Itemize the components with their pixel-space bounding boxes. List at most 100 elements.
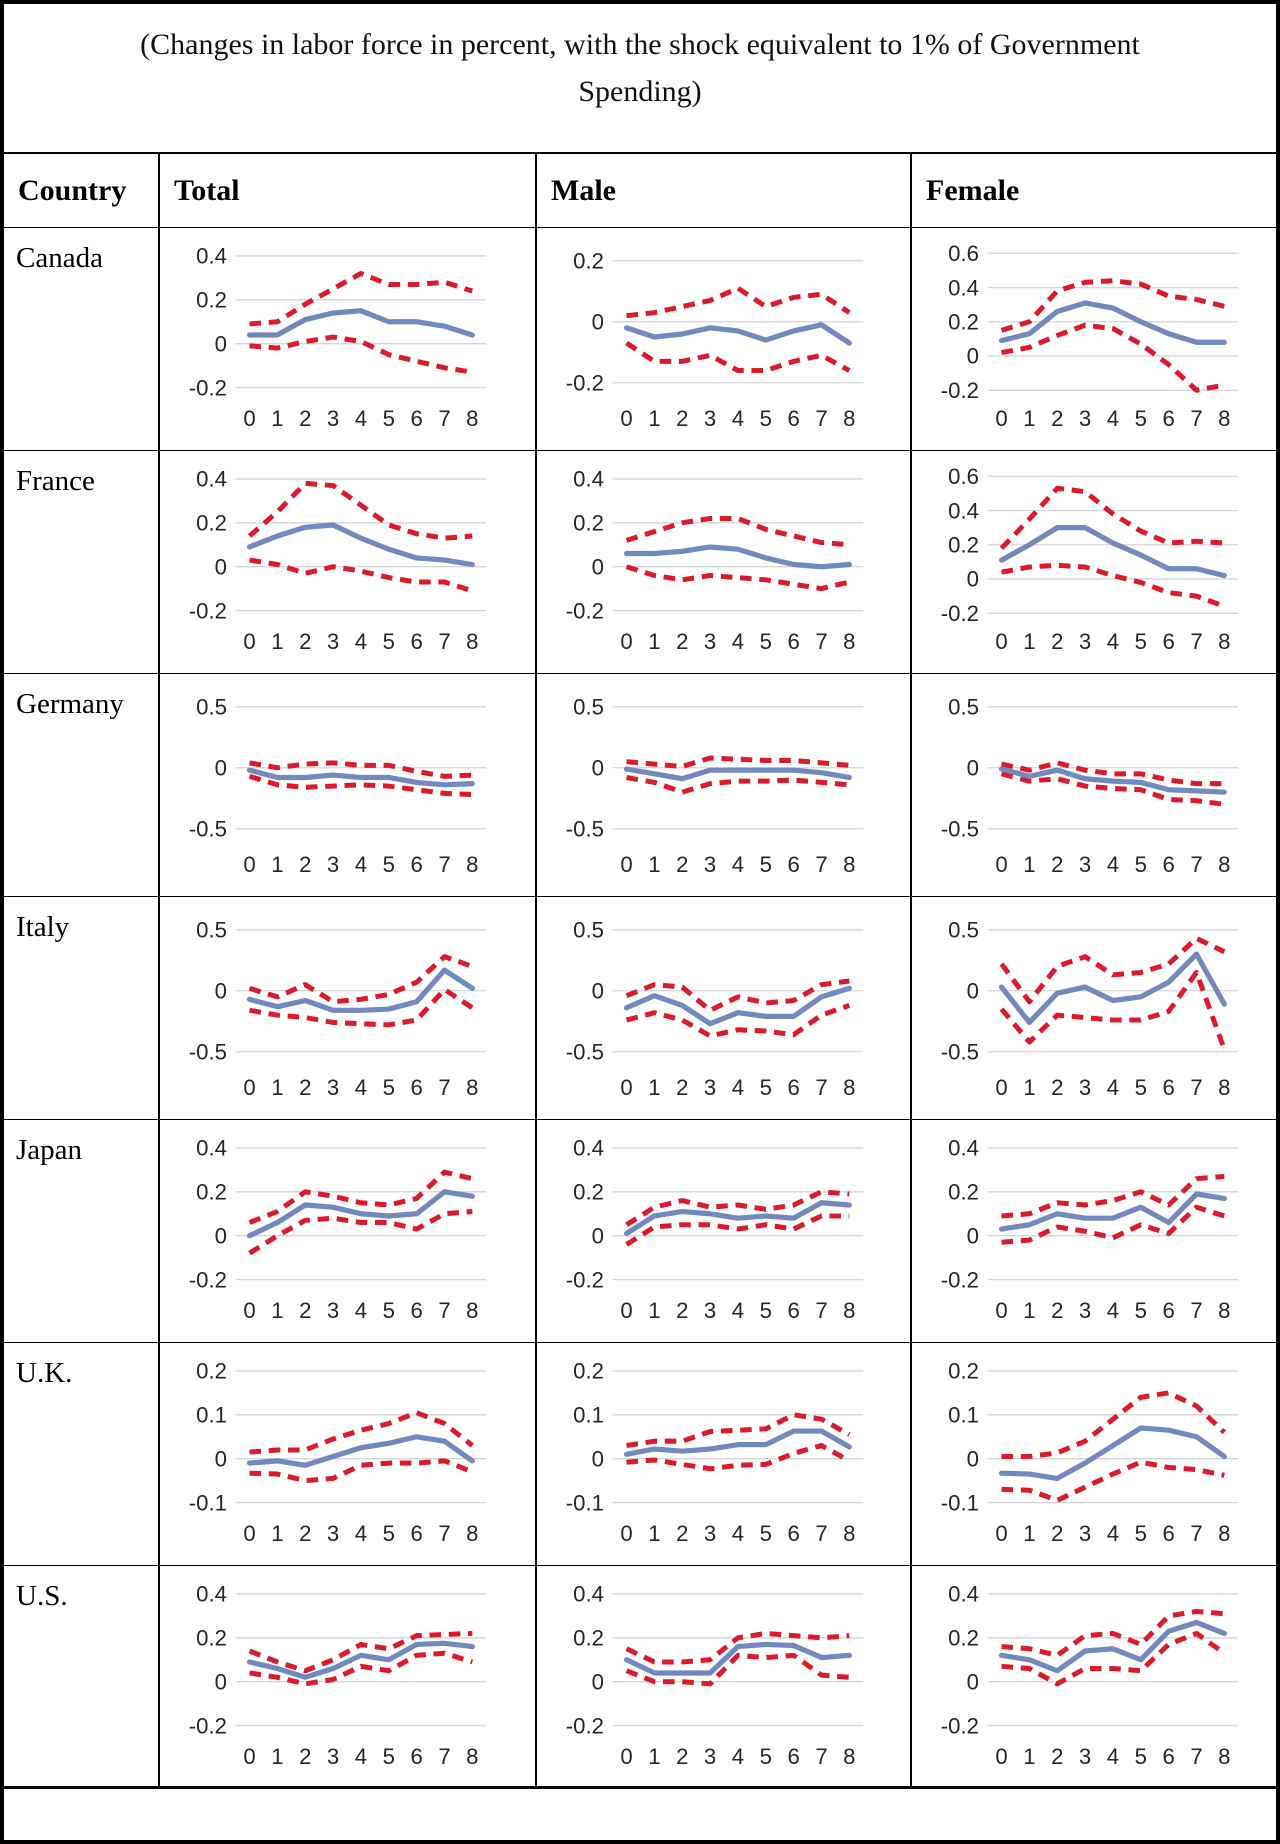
x-tick-label: 6	[1162, 406, 1174, 431]
x-tick-label: 0	[995, 406, 1007, 431]
x-tick-label: 7	[1190, 1075, 1202, 1100]
x-tick-label: 1	[1023, 1744, 1035, 1769]
x-tick-label: 0	[995, 1298, 1007, 1323]
x-tick-label: 5	[1135, 1521, 1147, 1546]
upper-band-line	[1001, 1173, 1225, 1219]
y-tick-label: -0.1	[941, 1490, 979, 1515]
y-tick-label: 0	[215, 978, 227, 1003]
x-tick-label: 1	[271, 1521, 283, 1546]
x-tick-label: 3	[704, 406, 716, 431]
x-tick-label: 5	[383, 1298, 395, 1323]
x-tick-label: 0	[995, 1075, 1007, 1100]
x-tick-label: 6	[787, 1521, 799, 1546]
mean-line	[246, 967, 475, 1013]
x-tick-label: 6	[1162, 629, 1174, 654]
lower-band-line	[625, 1003, 851, 1039]
y-tick-label: -0.2	[941, 601, 979, 626]
x-tick-label: 7	[438, 1298, 450, 1323]
x-tick-label: 4	[1107, 1744, 1119, 1769]
x-tick-label: 3	[704, 1744, 716, 1769]
x-tick-label: 7	[1190, 406, 1202, 431]
y-tick-label: -0.1	[566, 1490, 604, 1515]
chart-cell-female: 0.5 0 -0.5 0 1 2 3 4 5 6 7 8	[910, 897, 1276, 1119]
upper-band-line	[248, 1630, 473, 1674]
mean-line	[623, 1200, 852, 1237]
country-label: U.K.	[16, 1357, 73, 1389]
upper-band-line	[249, 270, 474, 327]
lower-band-line	[625, 340, 851, 374]
line-chart: 0.20.10-0.10 1 2 3 4 5 6 7 8	[566, 1359, 864, 1546]
line-chart: 0.40.20-0.20 1 2 3 4 5 6 7 8	[566, 1582, 864, 1769]
lower-band-line	[626, 775, 850, 795]
table-row: Italy 0.5 0 -0.5 0 1 2 3 4 5 6 7 8 0.5 0 -0.5 0 1 2 3 4 5 6 7 8 0…	[4, 897, 1276, 1120]
x-tick-label: 8	[466, 1521, 478, 1546]
upper-band-line	[625, 515, 850, 548]
table-row: Canada 0.4 0.2 0 -0.2 0 1 2 3 4 5 6 7 8 0.2 0 -0.2 0 1 2 3 4 5…	[4, 228, 1276, 451]
x-tick-label: 7	[1190, 1744, 1202, 1769]
chart-cell-female: 0.2 0.1 0 -0.1 0 1 2 3 4 5 6 7 8	[910, 1343, 1276, 1565]
y-tick-label: 0	[967, 1669, 979, 1694]
country-label: Germany	[16, 688, 124, 720]
x-tick-label: 8	[1218, 852, 1230, 877]
x-tick-label: 2	[1051, 1521, 1063, 1546]
line-chart: 0.40.20-0.20 1 2 3 4 5 6 7 8	[189, 1582, 487, 1769]
x-tick-label: 6	[410, 406, 422, 431]
x-tick-label: 5	[760, 1298, 772, 1323]
y-tick-label: 0.2	[573, 510, 604, 535]
country-label: Italy	[16, 911, 70, 943]
mean-line	[246, 308, 475, 338]
line-chart: 0.40.20-0.20 1 2 3 4 5 6 7 8	[189, 244, 487, 431]
country-label: Japan	[16, 1134, 83, 1166]
y-tick-label: 0.4	[948, 275, 979, 300]
x-tick-label: 6	[410, 1298, 422, 1323]
x-tick-label: 3	[704, 1298, 716, 1323]
x-tick-label: 0	[620, 1075, 632, 1100]
x-tick-label: 7	[815, 1521, 827, 1546]
y-tick-label: 0	[215, 554, 227, 579]
line-chart: 0.50-0.50 1 2 3 4 5 6 7 8	[941, 694, 1239, 877]
y-tick-label: -0.5	[189, 1039, 227, 1064]
chart-cell-female: 0.4 0.2 0 -0.2 0 1 2 3 4 5 6 7 8	[910, 1120, 1276, 1342]
y-tick-label: 0.2	[948, 1179, 979, 1204]
x-tick-label: 2	[1051, 1298, 1063, 1323]
x-tick-label: 5	[1135, 1744, 1147, 1769]
lower-band-line	[625, 1213, 850, 1247]
mean-line	[246, 522, 475, 568]
mean-line	[998, 300, 1227, 345]
y-tick-label: 0.4	[948, 1582, 979, 1607]
x-tick-label: 4	[355, 629, 367, 654]
upper-band-line	[1000, 278, 1225, 333]
lower-band-line	[249, 557, 474, 594]
y-tick-label: 0.4	[196, 244, 227, 269]
x-tick-label: 2	[299, 1298, 311, 1323]
x-tick-label: 4	[355, 1298, 367, 1323]
x-tick-label: 2	[676, 1298, 688, 1323]
column-header-female: Female	[910, 154, 1276, 227]
x-tick-label: 8	[1218, 1521, 1230, 1546]
upper-band-line	[1001, 1390, 1227, 1460]
lower-band-line	[625, 564, 850, 592]
x-tick-label: 1	[271, 1744, 283, 1769]
y-tick-label: -0.2	[566, 1713, 604, 1738]
x-tick-label: 7	[815, 406, 827, 431]
x-tick-label: 6	[410, 852, 422, 877]
x-tick-label: 4	[1107, 852, 1119, 877]
x-tick-label: 8	[1218, 1075, 1230, 1100]
x-tick-label: 5	[760, 1744, 772, 1769]
y-tick-label: -0.2	[941, 1713, 979, 1738]
x-tick-label: 1	[648, 406, 660, 431]
x-tick-label: 6	[410, 629, 422, 654]
lower-band-line	[249, 334, 473, 375]
x-tick-label: 2	[676, 1744, 688, 1769]
x-tick-label: 0	[243, 406, 255, 431]
y-tick-label: 0	[967, 344, 979, 369]
y-tick-label: 0.5	[196, 917, 227, 942]
y-tick-label: 0.2	[196, 1359, 227, 1384]
x-tick-label: 2	[676, 852, 688, 877]
x-tick-label: 6	[787, 852, 799, 877]
results-table: Country Total Male Female Canada 0.4 0.2 0-…	[4, 152, 1276, 1789]
y-tick-label: 0	[967, 978, 979, 1003]
line-chart: 0.40.20-0.20 1 2 3 4 5 6 7 8	[941, 1136, 1239, 1323]
y-tick-label: 0.1	[948, 1402, 979, 1427]
x-tick-label: 5	[1135, 1075, 1147, 1100]
